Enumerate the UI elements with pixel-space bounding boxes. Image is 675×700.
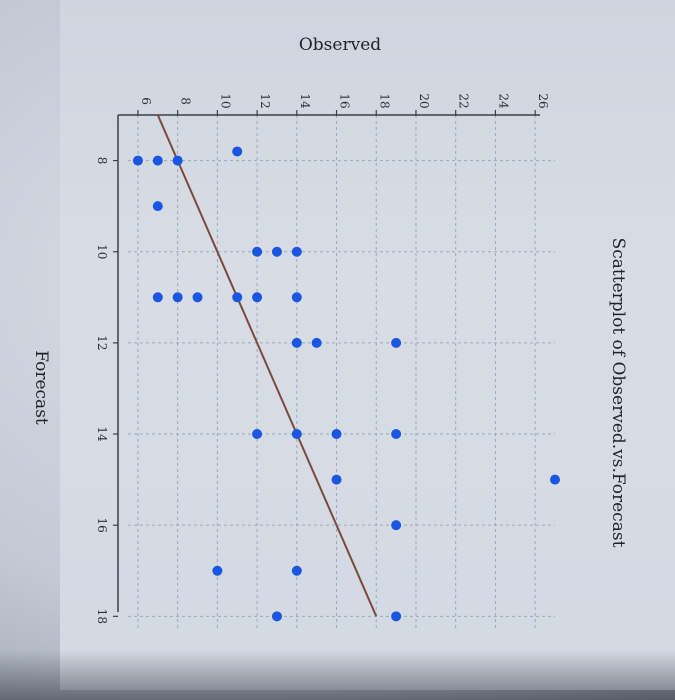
- data-point: [391, 337, 402, 348]
- forecast-tick-label: 8: [95, 157, 109, 165]
- data-point: [271, 246, 282, 257]
- forecast-tick-label: 14: [95, 426, 109, 442]
- data-point: [192, 292, 203, 303]
- data-point: [152, 155, 163, 166]
- chart-title: Scatterplot of Observed.vs.Forecast: [608, 238, 628, 548]
- data-point: [172, 292, 183, 303]
- data-point: [291, 246, 302, 257]
- observed-tick-label: 22: [457, 93, 471, 108]
- observed-tick-label: 8: [179, 97, 193, 105]
- grid-layer: [128, 115, 555, 630]
- observed-tick-label: 18: [377, 93, 391, 108]
- data-point: [291, 429, 302, 440]
- forecast-tick-label: 18: [95, 609, 109, 624]
- observed-tick-label: 24: [496, 93, 510, 109]
- data-point: [252, 429, 263, 440]
- paper-shadow: [0, 650, 675, 700]
- data-point: [331, 474, 342, 485]
- observed-tick-label: 14: [298, 93, 312, 109]
- observed-tick-label: 12: [258, 93, 272, 108]
- data-point: [252, 246, 263, 257]
- data-point: [391, 520, 402, 531]
- forecast-tick-label: 10: [95, 244, 109, 259]
- data-point: [232, 146, 243, 157]
- observed-tick-label: 20: [417, 93, 431, 108]
- data-point: [391, 429, 402, 440]
- data-point: [331, 429, 342, 440]
- points-layer: [132, 146, 560, 622]
- data-point: [550, 474, 560, 485]
- data-point: [232, 292, 243, 303]
- data-point: [291, 337, 302, 348]
- text-layer: 6 8 10 12 14 16 18 20 22 24 26 8 10 12 14 16 18 Scatterpl…: [31, 35, 628, 624]
- reference-line-layer: [156, 114, 378, 617]
- observed-tick-label: 6: [139, 97, 153, 105]
- observed-tick-label: 16: [338, 93, 352, 108]
- observed-tick-label: 26: [536, 93, 550, 108]
- data-point: [271, 611, 282, 622]
- forecast-axis-label: Forecast: [31, 350, 51, 425]
- observed-axis-label: Observed: [299, 35, 381, 55]
- data-point: [291, 292, 302, 303]
- data-point: [212, 565, 223, 576]
- reference-line: [156, 114, 378, 617]
- data-point: [291, 565, 302, 576]
- observed-tick-label: 10: [218, 93, 232, 108]
- data-point: [152, 292, 163, 303]
- forecast-tick-label: 12: [95, 335, 109, 350]
- data-point: [311, 337, 322, 348]
- data-point: [252, 292, 263, 303]
- data-point: [132, 155, 143, 166]
- data-point: [152, 201, 163, 212]
- data-point: [172, 155, 183, 166]
- forecast-tick-label: 16: [95, 518, 109, 533]
- data-point: [391, 611, 402, 622]
- axes-layer: [113, 110, 540, 617]
